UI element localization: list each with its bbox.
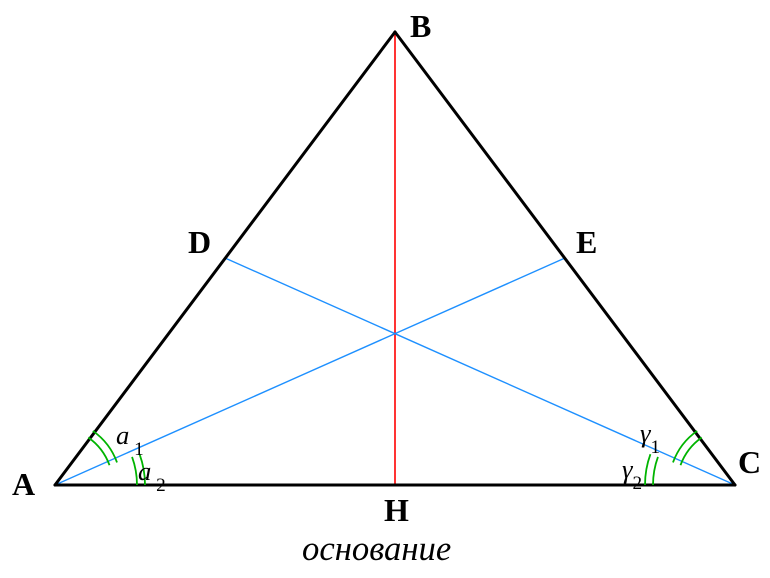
angle-a1-base: a (116, 420, 129, 450)
angle-g1-sub: 1 (651, 437, 661, 458)
angle-g2-base: γ (622, 454, 633, 484)
angle-a2-base: a (138, 456, 151, 486)
triangle-diagram: A B C D E H a 1 a 2 γ1 γ2 основание (0, 0, 770, 578)
angle-g2-sub: 2 (633, 473, 643, 494)
label-b: B (410, 8, 431, 45)
label-h: H (384, 492, 409, 529)
angle-label-a2: a 2 (138, 456, 166, 492)
label-d: D (188, 224, 211, 261)
angle-label-g2: γ2 (622, 454, 642, 490)
label-a: A (12, 466, 35, 503)
label-e: E (576, 224, 597, 261)
angle-label-a1: a 1 (116, 420, 144, 456)
caption-base: основание (302, 530, 451, 569)
angle-g1-base: γ (640, 418, 651, 448)
angle-a2-sub: 2 (151, 475, 165, 496)
label-c: C (738, 444, 761, 481)
angle-label-g1: γ1 (640, 418, 660, 454)
